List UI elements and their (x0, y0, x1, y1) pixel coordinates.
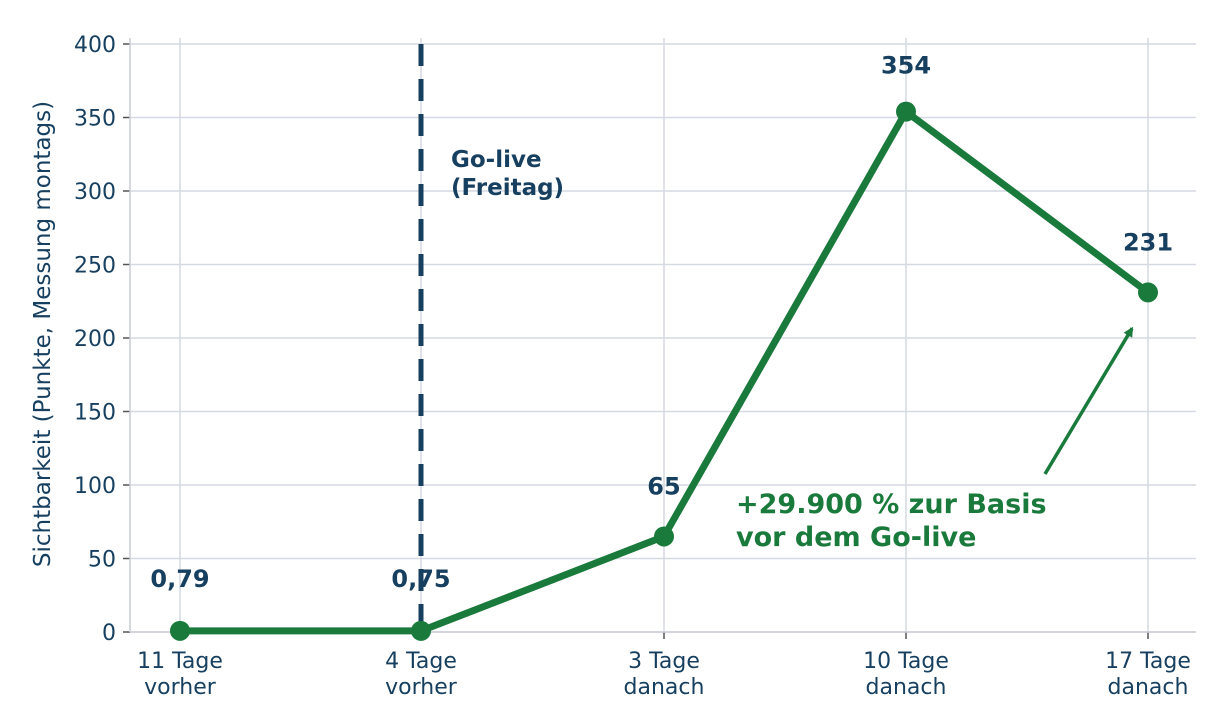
data-point (1138, 282, 1158, 303)
data-point (654, 526, 674, 547)
data-label: 0,79 (150, 565, 209, 593)
x-tick-label: vorher (144, 675, 217, 700)
data-label: 65 (647, 472, 680, 500)
y-tick-label: 200 (74, 327, 116, 352)
data-labels: 0,79 0,75 65 354 231 (150, 52, 1173, 593)
x-tick-label: danach (1108, 675, 1189, 700)
y-tick-label: 50 (88, 548, 116, 573)
visibility-series (170, 101, 1158, 641)
y-tick-label: 100 (74, 474, 116, 499)
y-tick-label: 250 (74, 254, 116, 279)
data-label: 0,75 (391, 565, 450, 593)
annotation-text: vor dem Go-live (736, 522, 976, 553)
x-tick-label: 4 Tage (385, 649, 457, 674)
data-label: 354 (881, 52, 931, 80)
data-point (896, 101, 916, 122)
x-tick-label: danach (624, 675, 705, 700)
y-tick-label: 150 (74, 401, 116, 426)
y-tick-label: 400 (74, 33, 116, 58)
x-tick-label: vorher (385, 675, 458, 700)
x-tick-label: danach (866, 675, 947, 700)
y-tick-label: 300 (74, 180, 116, 205)
annotation-arrow (1043, 326, 1134, 475)
data-point (411, 620, 431, 641)
annotation-text: +29.900 % zur Basis (736, 489, 1047, 520)
y-tick-label: 350 (74, 107, 116, 132)
y-tick-label: 0 (102, 621, 116, 646)
x-tick-label: 11 Tage (137, 649, 223, 674)
x-tick-label: 3 Tage (628, 649, 700, 674)
go-live-label: Go-live (451, 147, 542, 173)
grid (130, 38, 1196, 633)
x-tick-label: 17 Tage (1105, 649, 1191, 674)
y-axis-title: Sichtbarkeit (Punkte, Messung montags) (30, 101, 56, 567)
go-live-marker: Go-live(Freitag) (418, 44, 564, 632)
data-label: 231 (1123, 228, 1173, 256)
x-tick-label: 10 Tage (863, 649, 949, 674)
data-point (170, 620, 190, 641)
go-live-label: (Freitag) (451, 175, 564, 201)
